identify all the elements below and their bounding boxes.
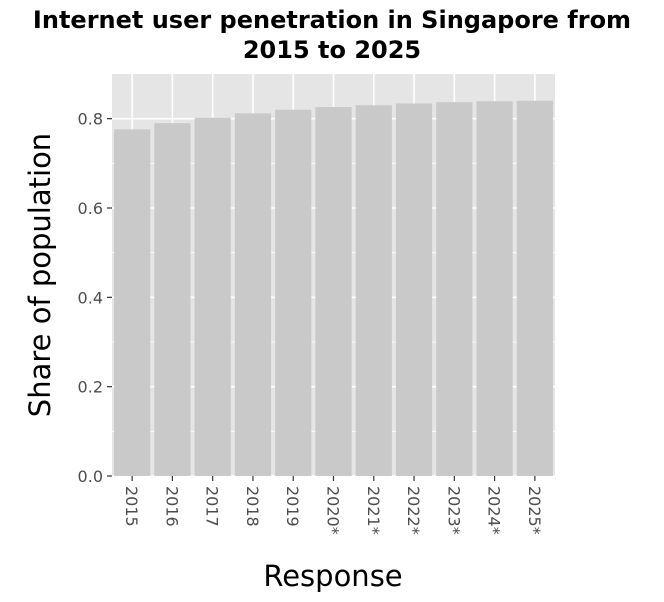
bar-2020-est xyxy=(315,107,352,476)
bar-2025-est xyxy=(516,100,553,477)
bar-2015 xyxy=(114,129,151,477)
chart-title-line-1: Internet user penetration in Singapore f… xyxy=(33,6,631,34)
y-tick-label: 0.4 xyxy=(78,288,103,307)
bar-2016 xyxy=(154,123,191,476)
bar-2022-est xyxy=(395,103,433,476)
x-tick-label: 2025* xyxy=(525,486,544,535)
y-tick-label: 0.6 xyxy=(78,199,103,218)
x-tick-label: 2017 xyxy=(203,486,222,527)
x-axis-ticks: 2015 2016 2017 2018 2019 2020* 2021* 2022* 2023*… xyxy=(122,476,544,535)
x-tick-label: 2023* xyxy=(444,486,463,535)
bar-2021-est xyxy=(355,105,392,477)
bar-2018 xyxy=(234,113,272,476)
x-tick-label: 2024* xyxy=(485,486,504,535)
x-tick-label: 2018 xyxy=(243,486,262,527)
y-tick-label: 0.8 xyxy=(78,110,103,129)
x-tick-label: 2016 xyxy=(162,486,181,527)
y-axis-ticks: 0.0 0.2 0.4 0.6 0.8 xyxy=(78,110,112,486)
y-tick-label: 0.0 xyxy=(78,467,103,486)
y-axis-title: Share of population xyxy=(23,133,57,417)
bars xyxy=(114,100,553,477)
x-tick-label: 2021* xyxy=(364,486,383,535)
x-axis-title: Response xyxy=(263,559,402,593)
x-tick-label: 2020* xyxy=(324,486,343,535)
x-tick-label: 2022* xyxy=(404,486,423,535)
x-tick-label: 2019 xyxy=(283,486,302,527)
bar-2023-est xyxy=(436,102,473,476)
y-tick-label: 0.2 xyxy=(78,378,103,397)
x-tick-label: 2015 xyxy=(122,486,141,527)
chart-title-line-2: 2015 to 2025 xyxy=(243,36,421,64)
bar-2017 xyxy=(194,117,231,477)
bar-2019 xyxy=(275,109,312,476)
bar-2024-est xyxy=(476,101,513,476)
